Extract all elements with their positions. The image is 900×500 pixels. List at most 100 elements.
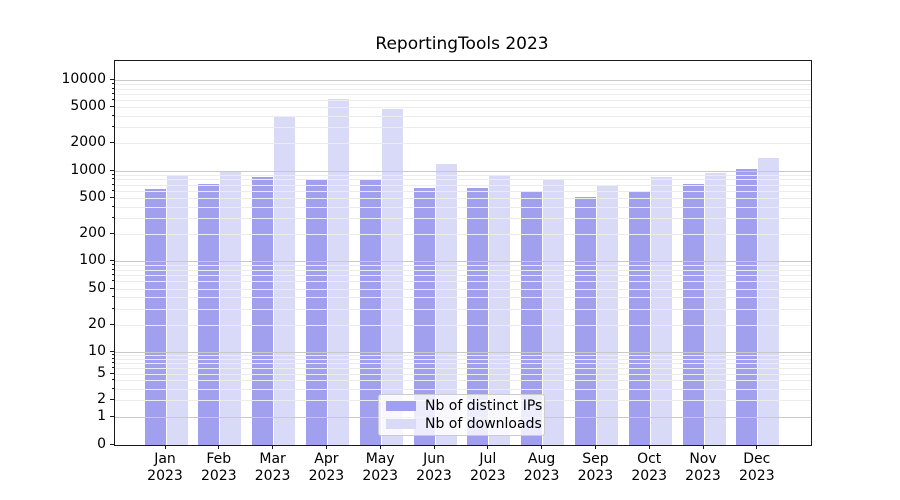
minor-gridline (115, 143, 811, 145)
bar-downloads (381, 108, 403, 445)
x-tick-label: Sep 2023 (565, 451, 625, 485)
minor-gridline (115, 281, 811, 283)
minor-gridline (115, 127, 811, 129)
minor-gridline (115, 234, 811, 236)
y-tick-label: 2000 (70, 134, 106, 151)
x-tick-month: May (365, 451, 395, 467)
x-tick-month: Feb (206, 451, 232, 467)
x-tick-month: Dec (743, 451, 771, 467)
minor-gridline (115, 270, 811, 272)
y-tick-label: 200 (79, 225, 106, 242)
x-tick-month: Jul (479, 451, 497, 467)
grid-layer (115, 61, 811, 445)
bar-distinct-ips (521, 191, 543, 445)
y-tick-label: 500 (79, 188, 106, 205)
y-minor-tick-mark (112, 217, 114, 219)
minor-gridline (115, 94, 811, 96)
x-tick-year: 2023 (308, 468, 345, 484)
x-tick-year: 2023 (362, 468, 398, 484)
x-tick-year: 2023 (738, 468, 775, 484)
y-tick-mark (110, 416, 114, 417)
y-tick-label: 0 (97, 436, 106, 452)
minor-gridline (115, 324, 811, 326)
y-minor-tick-mark (112, 99, 114, 101)
x-tick-mark (272, 445, 274, 449)
minor-gridline (115, 355, 811, 357)
bar-distinct-ips (682, 184, 704, 445)
y-minor-tick-mark (112, 269, 114, 271)
x-tick-label: Jul 2023 (458, 451, 518, 485)
bar-distinct-ips (359, 179, 381, 445)
x-tick-mark (164, 445, 166, 449)
x-tick-label: Feb 2023 (189, 451, 249, 485)
y-minor-tick-mark (112, 205, 114, 207)
x-tick-month: Apr (314, 451, 339, 467)
x-tick-mark (594, 445, 596, 449)
y-minor-tick-mark (112, 264, 114, 266)
x-tick-year: 2023 (147, 468, 183, 484)
x-tick-mark (433, 445, 435, 449)
major-gridline (115, 261, 811, 263)
bar-downloads (166, 174, 188, 445)
y-tick-label: 1 (97, 408, 106, 424)
bar-downloads (650, 176, 672, 445)
bar-downloads (543, 179, 565, 445)
y-minor-tick-mark (112, 280, 114, 282)
x-tick-year: 2023 (523, 468, 560, 484)
y-tick-mark (110, 351, 114, 352)
y-tick-label: 2 (97, 391, 106, 408)
y-minor-tick-mark (112, 178, 114, 180)
x-tick-label: Oct 2023 (619, 451, 679, 485)
y-tick-mark (110, 233, 114, 235)
y-tick-mark (110, 169, 114, 171)
y-minor-tick-mark (112, 274, 114, 276)
minor-gridline (115, 367, 811, 369)
x-tick-year: 2023 (577, 468, 614, 484)
legend-item: Nb of downloads (386, 416, 542, 432)
bar-distinct-ips (305, 180, 327, 445)
minor-gridline (115, 184, 811, 186)
x-tick-label: Jun 2023 (404, 451, 464, 485)
minor-gridline (115, 218, 811, 220)
minor-gridline (115, 275, 811, 277)
x-tick-mark (756, 445, 758, 449)
y-minor-tick-mark (112, 93, 114, 95)
y-minor-tick-mark (112, 354, 114, 356)
x-tick-mark (218, 445, 220, 449)
minor-gridline (115, 190, 811, 192)
y-tick-mark (110, 372, 114, 374)
minor-gridline (115, 308, 811, 310)
y-tick-label: 1000 (70, 161, 106, 178)
legend-item: Nb of distinct IPs (386, 398, 542, 414)
y-tick-label: 50 (88, 279, 106, 296)
y-tick-mark (110, 444, 114, 445)
y-tick-label: 5 (97, 364, 106, 381)
minor-gridline (115, 380, 811, 382)
minor-gridline (115, 84, 811, 86)
x-tick-year: 2023 (631, 468, 667, 484)
chart-title: ReportingTools 2023 (375, 34, 549, 54)
minor-gridline (115, 288, 811, 290)
x-tick-mark (487, 445, 489, 449)
minor-gridline (115, 388, 811, 390)
bar-distinct-ips (574, 196, 596, 445)
x-tick-mark (702, 445, 704, 449)
x-tick-month: Jan (154, 451, 176, 467)
y-tick-mark (110, 106, 114, 108)
x-tick-year: 2023 (254, 468, 291, 484)
minor-gridline (115, 373, 811, 375)
x-tick-year: 2023 (685, 468, 721, 484)
minor-gridline (115, 358, 811, 360)
y-minor-tick-mark (112, 307, 114, 309)
legend: Nb of distinct IPs Nb of downloads (378, 394, 545, 436)
x-tick-year: 2023 (469, 468, 506, 484)
minor-gridline (115, 100, 811, 102)
y-tick-mark (110, 196, 114, 198)
legend-swatch (386, 401, 416, 412)
y-tick-label: 5000 (70, 98, 106, 115)
x-tick-month: Jun (423, 451, 445, 467)
minor-gridline (115, 116, 811, 118)
x-tick-month: Sep (582, 451, 609, 467)
y-minor-tick-mark (112, 183, 114, 185)
